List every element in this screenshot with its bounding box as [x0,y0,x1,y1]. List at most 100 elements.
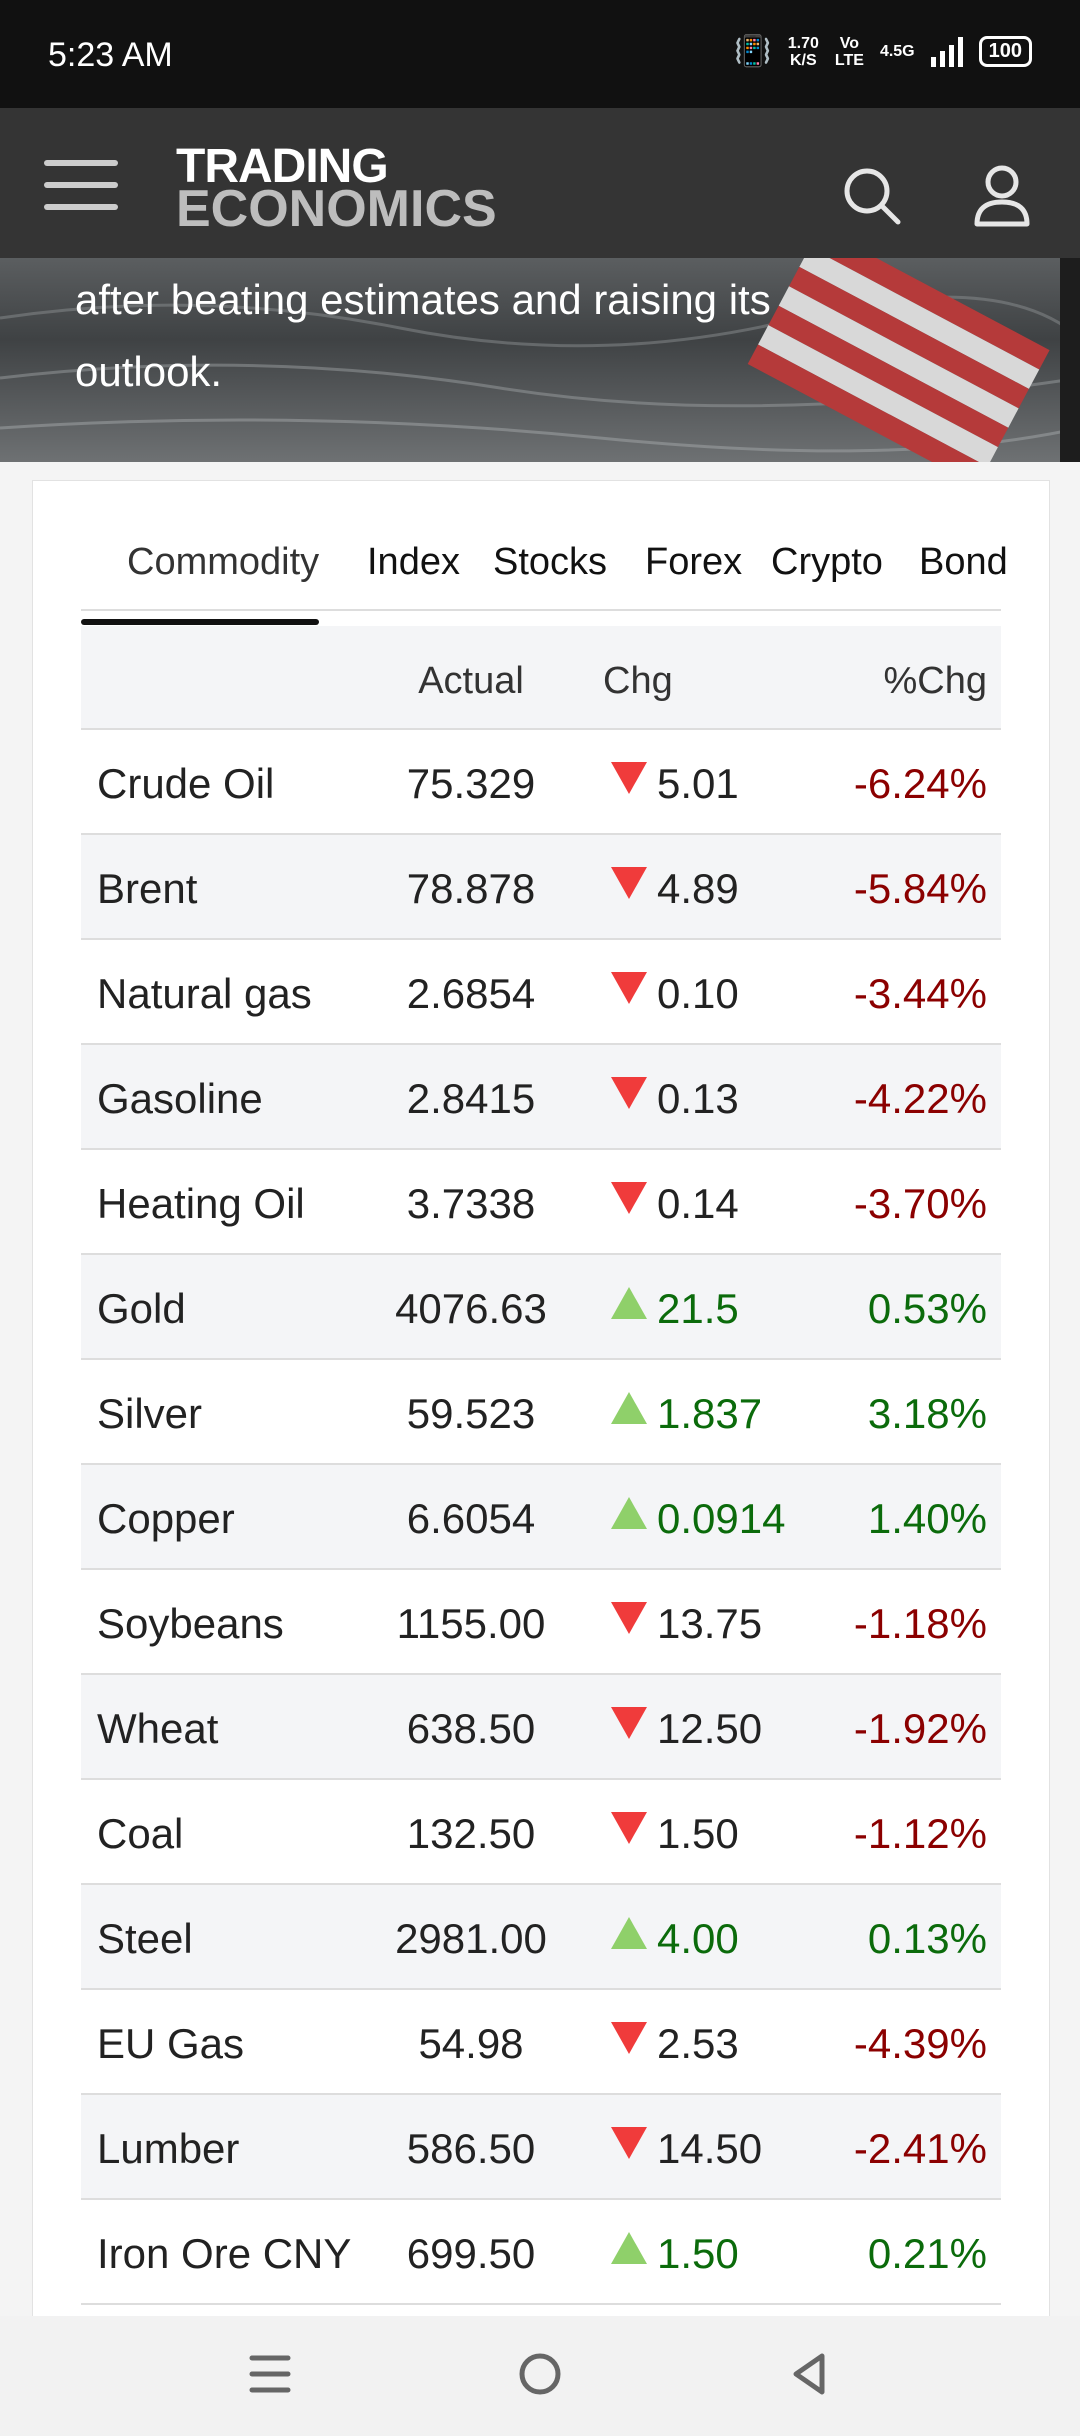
recents-icon[interactable] [240,2344,300,2404]
table-row[interactable]: Gasoline 2.8415 0.13 -4.22% [81,1045,1001,1150]
actual-value: 2.8415 [406,1075,536,1122]
actual-value: 1155.00 [396,1600,546,1647]
table-row[interactable]: Soybeans 1155.00 13.75 -1.18% [81,1570,1001,1675]
table-row[interactable]: Brent 78.878 4.89 -5.84% [81,835,1001,940]
commodity-name[interactable]: Natural gas [97,970,312,1017]
triangle-down-icon [611,762,647,794]
change-value: 13.75 [657,1600,763,1647]
network-speed-unit: K/S [790,51,817,69]
user-icon[interactable] [972,164,1032,228]
change-value: 14.50 [657,2125,763,2172]
change-value: 4.89 [657,865,739,912]
battery-indicator: 100 [978,36,1032,67]
triangle-down-icon [611,1182,647,1214]
percent-change: -3.70% [853,1180,987,1227]
actual-value: 132.50 [406,1810,536,1857]
logo-line-2: ECONOMICS [176,180,497,238]
search-icon[interactable] [842,166,902,226]
volte-top: Vo [839,34,860,52]
network-type: 4.5G [879,43,915,60]
hero-banner[interactable]: after beating estimates and raising its … [0,258,1080,462]
network-speed-value: 1.70 [787,34,819,52]
commodity-name[interactable]: Copper [97,1495,235,1542]
actual-value: 54.98 [418,2020,524,2067]
triangle-down-icon [611,1812,647,1844]
table-row[interactable]: Iron Ore CNY 699.50 1.50 0.21% [81,2200,1001,2305]
table-row[interactable]: EU Gas 54.98 2.53 -4.39% [81,1990,1001,2095]
commodity-name[interactable]: Heating Oil [97,1180,305,1227]
triangle-down-icon [611,2127,647,2159]
actual-value: 4076.63 [395,1285,547,1332]
change-value: 12.50 [657,1705,763,1752]
tab-crypto[interactable]: Crypto [771,541,883,583]
percent-change: 0.53% [867,1285,987,1332]
tab-stocks[interactable]: Stocks [493,541,608,583]
commodity-name[interactable]: EU Gas [97,2020,245,2067]
triangle-up-icon [611,1497,647,1529]
percent-change: -2.41% [853,2125,987,2172]
table-row[interactable]: Wheat 638.50 12.50 -1.92% [81,1675,1001,1780]
triangle-down-icon [611,1602,647,1634]
hero-headline[interactable]: after beating estimates and raising its … [75,276,771,395]
table-row[interactable]: Heating Oil 3.7338 0.14 -3.70% [81,1150,1001,1255]
actual-value: 2981.00 [395,1915,547,1962]
volte-bottom: LTE [834,51,864,69]
market-tabs: Commodity Index Stocks Forex Crypto Bond [81,521,1008,611]
commodity-name[interactable]: Gasoline [97,1075,263,1122]
triangle-down-icon [611,972,647,1004]
commodity-name[interactable]: Soybeans [97,1600,284,1647]
table-row[interactable]: Steel 2981.00 4.00 0.13% [81,1885,1001,1990]
table-row[interactable]: Crude Oil 75.329 5.01 -6.24% [81,730,1001,835]
percent-change: -1.18% [853,1600,987,1647]
commodity-name[interactable]: Brent [97,865,198,912]
table-row[interactable]: Silver 59.523 1.837 3.18% [81,1360,1001,1465]
change-value: 1.50 [657,1810,739,1857]
table-row[interactable]: Gold 4076.63 21.5 0.53% [81,1255,1001,1360]
triangle-down-icon [611,867,647,899]
vibrate-icon: 📳 [734,35,772,68]
commodity-name[interactable]: Silver [97,1390,203,1437]
active-tab-indicator [81,619,319,625]
percent-change: 1.40% [867,1495,987,1542]
table-row[interactable]: Coal 132.50 1.50 -1.12% [81,1780,1001,1885]
logo[interactable]: TRADING ECONOMICS [176,143,497,238]
header-chg[interactable]: Chg [603,660,673,702]
commodity-name[interactable]: Crude Oil [97,760,275,807]
hamburger-icon[interactable] [44,160,118,210]
actual-value: 638.50 [406,1705,536,1752]
table-row[interactable]: Lumber 586.50 14.50 -2.41% [81,2095,1001,2200]
commodity-name[interactable]: Steel [97,1915,193,1962]
header-pct-chg[interactable]: %Chg [883,660,988,702]
triangle-up-icon [611,1917,647,1949]
tab-forex[interactable]: Forex [645,541,743,583]
triangle-down-icon [611,2022,647,2054]
back-icon[interactable] [780,2344,840,2404]
tab-index[interactable]: Index [367,541,460,583]
actual-value: 75.329 [406,760,536,807]
change-value: 0.13 [657,1075,739,1122]
tab-bond[interactable]: Bond [919,541,1008,583]
commodity-name[interactable]: Gold [97,1285,186,1332]
status-time: 5:23 AM [48,36,173,74]
percent-change: -4.39% [853,2020,987,2067]
actual-value: 78.878 [406,865,536,912]
commodity-name[interactable]: Iron Ore CNY [97,2230,352,2277]
change-value: 1.837 [657,1390,763,1437]
change-value: 5.01 [657,760,739,807]
table-header: Actual Chg %Chg [81,626,1001,730]
table-row[interactable]: Natural gas 2.6854 0.10 -3.44% [81,940,1001,1045]
home-icon[interactable] [510,2344,570,2404]
actual-value: 699.50 [406,2230,536,2277]
header-actual[interactable]: Actual [418,660,524,702]
percent-change: -5.84% [853,865,987,912]
triangle-up-icon [611,2232,647,2264]
commodity-name[interactable]: Coal [97,1810,184,1857]
network-speed: 1.70 K/S [788,35,819,69]
actual-value: 586.50 [406,2125,536,2172]
tab-commodity[interactable]: Commodity [127,541,320,583]
table-row[interactable]: Copper 6.6054 0.0914 1.40% [81,1465,1001,1570]
commodity-name[interactable]: Lumber [97,2125,240,2172]
change-value: 2.53 [657,2020,739,2067]
system-nav-bar [0,2316,1080,2436]
commodity-name[interactable]: Wheat [97,1705,219,1752]
